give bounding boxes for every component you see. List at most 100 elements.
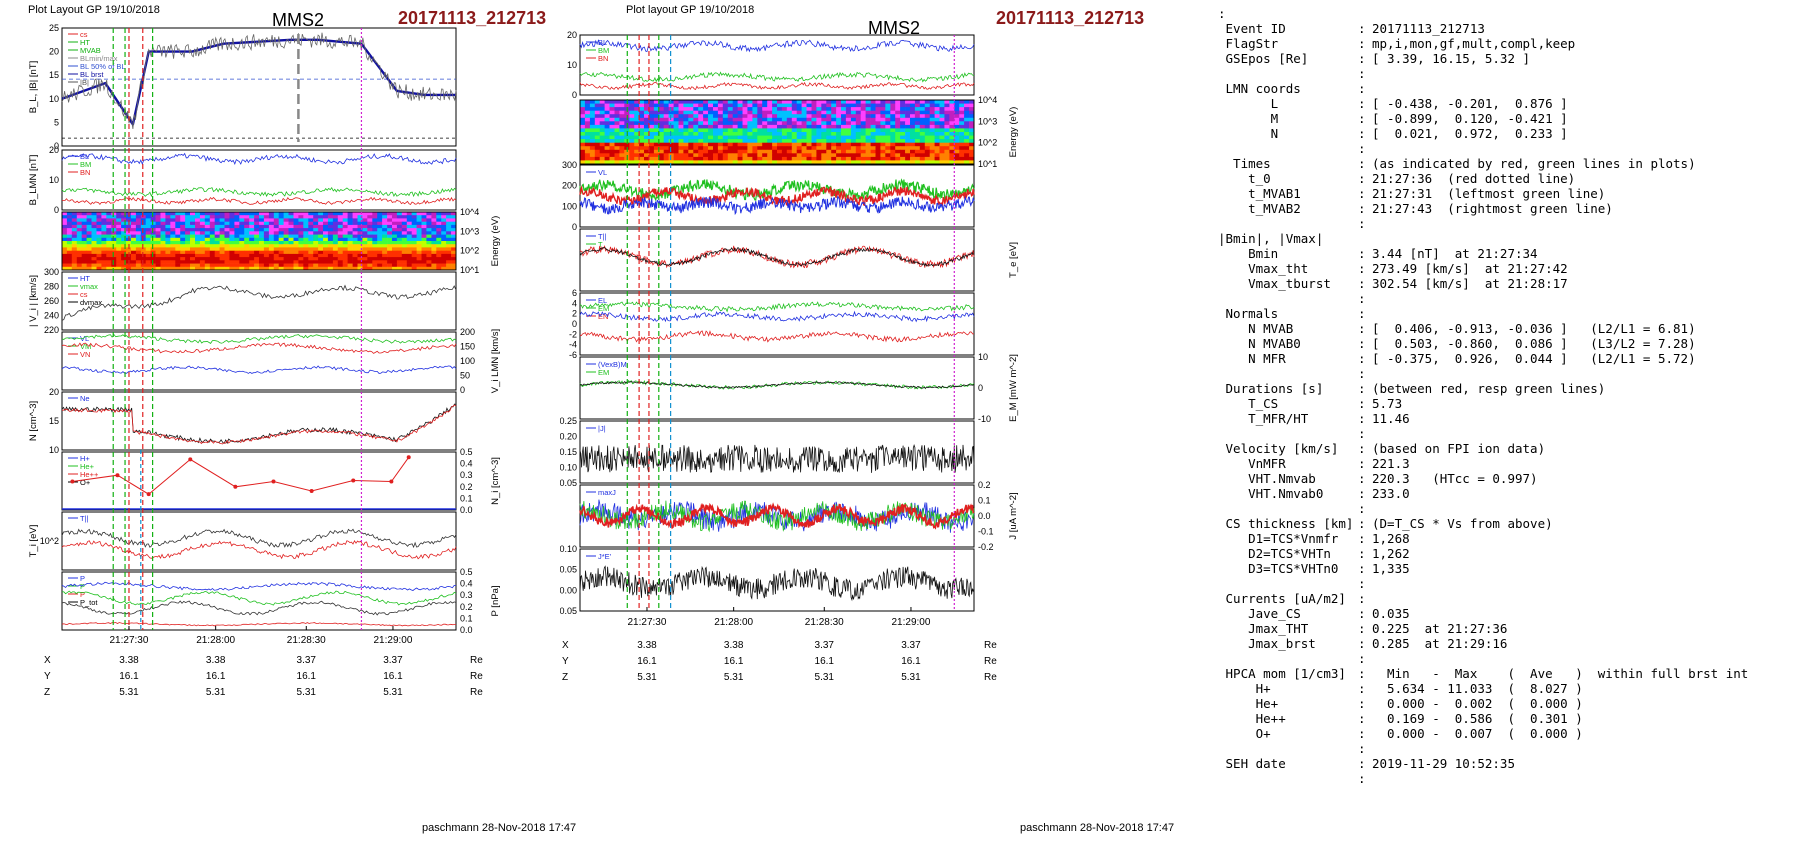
summary-sep: :	[1358, 441, 1366, 456]
left-orbit-value: 3.37	[297, 655, 317, 666]
left-n-tick-label: 15	[49, 416, 59, 426]
middle-orbit-unit: Re	[984, 656, 997, 667]
middle-jlmn-tick-label: 0.2	[978, 480, 991, 490]
summary-sep: :	[1358, 111, 1366, 126]
summary-lab: Vmax_tburst	[1218, 276, 1331, 291]
middle-em-series-vexb	[579, 380, 975, 389]
summary-row: N MVAB: [ 0.406, -0.913, -0.036 ] (L2/L1 …	[1218, 321, 1798, 336]
summary-val: Min - Max ( Ave ) within full brst int	[1372, 666, 1749, 681]
middle-em-legend-label: EM	[598, 368, 609, 377]
middle-blmn-tick-label: 0	[572, 90, 577, 100]
summary-val: [ -0.899, 0.120, -0.421 ]	[1372, 111, 1568, 126]
middle-j-series-absj	[579, 444, 975, 473]
summary-sep: :	[1358, 591, 1366, 606]
left-orbit-value: 16.1	[119, 671, 139, 682]
summary-row: SEH date:2019-11-29 10:52:35	[1218, 756, 1798, 771]
left-blmn-legend-label: BL	[80, 152, 89, 161]
middle-spacecraft: MMS2	[868, 18, 921, 38]
middle-ve-frame	[579, 164, 975, 228]
summary-lab: D2=TCS*VHTn	[1218, 546, 1331, 561]
middle-jlmn-series-jm	[579, 500, 975, 533]
left-orbit-label: Z	[44, 687, 50, 698]
left-vilmn-legend-label: VN	[80, 350, 90, 359]
middle-orbit-value: 3.38	[637, 640, 657, 651]
summary-lab: L	[1218, 96, 1279, 111]
middle-je-tick-label: -0.05	[560, 606, 577, 616]
summary-row: :	[1218, 651, 1798, 666]
middle-orbit-value: 5.31	[901, 672, 921, 683]
summary-row: :	[1218, 141, 1798, 156]
summary-row: T_MFR/HT:11.46	[1218, 411, 1798, 426]
summary-sep: :	[1358, 426, 1366, 441]
summary-row: :	[1218, 66, 1798, 81]
summary-lab: N MVAB	[1218, 321, 1294, 336]
summary-row: Velocity [km/s]: (based on FPI ion data)	[1218, 441, 1798, 456]
summary-val: 21:27:43 (rightmost green line)	[1372, 201, 1613, 216]
summary-sep: :	[1358, 681, 1366, 696]
summary-sep: :	[1358, 321, 1366, 336]
summary-row: CS thickness [km]: (D=T_CS * Vs from abov…	[1218, 516, 1798, 531]
left-b-ylabel: B_L, |B| [nT]	[28, 61, 39, 113]
left-energy-ylabel: Energy (eV)	[490, 216, 501, 267]
summary-sep: :	[1358, 711, 1366, 726]
middle-orbit-value: 3.37	[815, 640, 835, 651]
summary-sep: :	[1358, 636, 1366, 651]
summary-lab: Normals	[1218, 306, 1279, 321]
middle-time-label: 21:27:30	[628, 617, 667, 628]
middle-blmn-series-bl	[579, 39, 975, 53]
left-orbit-unit: Re	[470, 687, 483, 698]
summary-val: 0.000 - 0.002 ( 0.000 )	[1372, 696, 1583, 711]
summary-sep: :	[1358, 396, 1366, 411]
summary-lab: D1=TCS*Vnmfr	[1218, 531, 1339, 546]
left-orbit-value: 5.31	[383, 687, 403, 698]
summary-sep: :	[1358, 666, 1366, 681]
middle-orbit-value: 16.1	[815, 656, 835, 667]
left-p-series-pb	[61, 581, 457, 591]
middle-j-tick-label: 0.10	[560, 463, 577, 473]
middle-orbit-label: X	[562, 640, 569, 651]
left-time-label: 21:28:30	[287, 635, 326, 646]
left-blmn-legend-label: BM	[80, 160, 91, 169]
middle-jlmn-ylabel: J [uA m^-2]	[1008, 492, 1019, 539]
summary-sep: :	[1358, 756, 1366, 771]
middle-elmn-legend-label: EM	[598, 304, 609, 313]
summary-row: N: [ 0.021, 0.972, 0.233 ]	[1218, 126, 1798, 141]
middle-time-label: 21:29:00	[891, 617, 930, 628]
summary-val: (based on FPI ion data)	[1372, 441, 1546, 456]
summary-lab: SEH date	[1218, 756, 1286, 771]
summary-lab	[1218, 141, 1358, 156]
summary-lab: He+	[1218, 696, 1279, 711]
left-b-series-bl-brst	[61, 38, 456, 126]
middle-orbit-value: 16.1	[724, 656, 744, 667]
left-b-tick-label: 5	[54, 117, 59, 127]
summary-sep: :	[1358, 66, 1366, 81]
middle-j-legend-label: |J|	[598, 424, 606, 433]
summary-sep: :	[1358, 516, 1366, 531]
summary-lab: M	[1218, 111, 1279, 126]
summary-lab: Bmin	[1218, 246, 1279, 261]
summary-val: 302.54 [km/s] at 21:28:17	[1372, 276, 1568, 291]
left-vilmn-frame	[61, 331, 457, 391]
summary-row: LMN coords:	[1218, 81, 1798, 96]
left-p-tick-label: 0.4	[460, 579, 473, 589]
summary-sep	[1358, 6, 1372, 21]
summary-row: T_CS:5.73	[1218, 396, 1798, 411]
summary-row: Vmax_tburst:302.54 [km/s] at 21:28:17	[1218, 276, 1798, 291]
left-ti-series-tpar	[61, 539, 457, 560]
summary-row: Normals:	[1218, 306, 1798, 321]
middle-orbit-value: 3.37	[901, 640, 921, 651]
summary-row: N MVAB0: [ 0.503, -0.860, 0.086 ] (L3/L2 …	[1218, 336, 1798, 351]
left-vilmn-series-vn	[61, 365, 457, 374]
summary-lab: CS thickness [km]	[1218, 516, 1354, 531]
middle-jlmn-series-jn	[579, 502, 975, 530]
left-orbit-value: 3.37	[383, 655, 403, 666]
left-vi-tick-label: 280	[44, 282, 59, 292]
middle-je-frame	[579, 548, 975, 612]
left-vilmn-tick-label: 0	[460, 385, 465, 395]
summary-val: 0.225 at 21:27:36	[1372, 621, 1508, 636]
summary-val: [ -0.375, 0.926, 0.044 ] (L2/L1 = 5.72)	[1372, 351, 1696, 366]
summary-val: 233.0	[1372, 486, 1410, 501]
summary-sep: :	[1358, 216, 1366, 231]
left-ni-ylabel: N_i [cm^-3]	[490, 457, 501, 505]
summary-sep: :	[1358, 351, 1366, 366]
